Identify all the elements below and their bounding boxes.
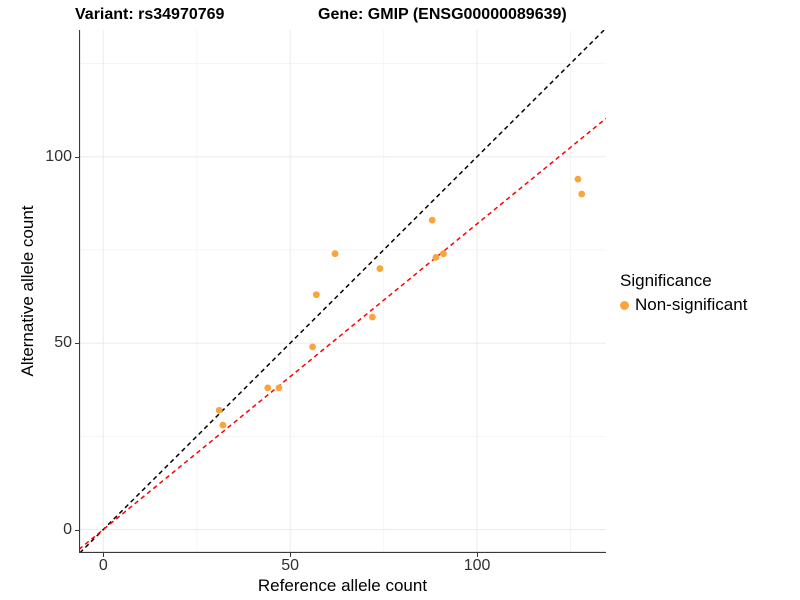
data-point <box>432 253 440 261</box>
x-tick-mark <box>290 553 292 557</box>
data-point <box>312 291 320 299</box>
x-axis-title: Reference allele count <box>257 576 428 595</box>
data-point <box>369 313 376 321</box>
fitted-line <box>79 117 606 550</box>
plot-panel <box>79 30 606 553</box>
data-point <box>264 384 272 392</box>
x-tick-label: 100 <box>463 557 491 574</box>
legend-title: Significance <box>620 271 712 290</box>
data-point <box>440 250 447 258</box>
y-axis-title: Alternative allele count <box>18 205 37 377</box>
y-tick-label: 100 <box>45 147 72 165</box>
data-point <box>331 250 339 258</box>
y-tick-mark <box>75 529 79 531</box>
data-point <box>215 406 223 414</box>
data-point <box>574 175 582 183</box>
y-tick-label: 50 <box>54 334 72 352</box>
x-tick-mark <box>103 553 105 557</box>
y-tick-mark <box>75 156 79 158</box>
data-point <box>376 265 384 272</box>
data-point <box>428 216 436 224</box>
data-point <box>309 343 316 351</box>
identity-line <box>79 30 605 553</box>
x-tick-mark <box>477 553 479 557</box>
legend-item-non-significant: Non-significant <box>620 295 747 315</box>
legend-point-icon <box>620 300 629 310</box>
y-tick-label: 0 <box>63 520 72 538</box>
legend-item-label: Non-significant <box>635 295 748 314</box>
legend: Significance Non-significant <box>620 271 747 315</box>
y-tick-mark <box>75 343 79 345</box>
data-point <box>578 190 586 198</box>
variant-title: Variant: rs34970769 <box>75 6 225 23</box>
data-point <box>219 421 227 429</box>
x-tick-label: 50 <box>281 557 300 574</box>
data-point <box>275 384 283 392</box>
x-tick-label: 0 <box>98 557 108 574</box>
gene-title: Gene: GMIP (ENSG00000089639) <box>318 6 567 23</box>
